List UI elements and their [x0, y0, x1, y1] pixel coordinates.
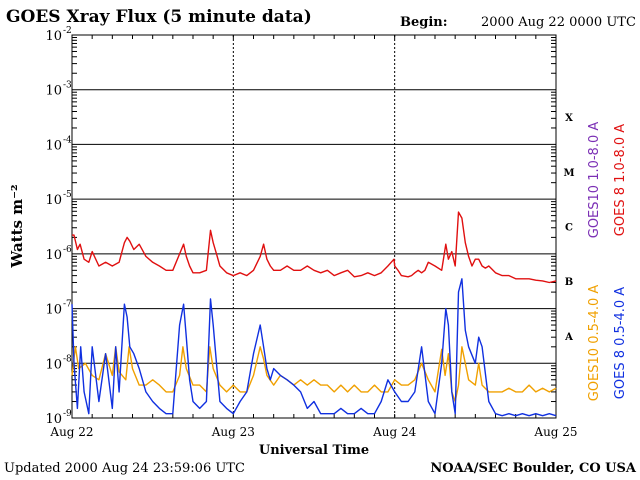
y-tick-base: 10 [45, 248, 62, 263]
y-tick-label: 10 -7 [45, 300, 72, 318]
begin-label: Begin: [400, 15, 448, 30]
legend-entry: GOES10 1.0-8.0 A [587, 122, 602, 239]
y-tick-exponent: -4 [63, 135, 72, 145]
chart-title: GOES Xray Flux (5 minute data) [6, 7, 312, 27]
y-tick-exponent: -7 [63, 300, 72, 310]
y-tick-label: 10 -8 [45, 354, 72, 372]
series-group [71, 211, 557, 417]
x-axis-label: Universal Time [259, 443, 369, 458]
flare-class-label: B [565, 277, 573, 288]
legend-entry: GOES10 0.5-4.0 A [587, 285, 602, 402]
x-tick-label: Aug 23 [211, 425, 255, 439]
y-tick-label: 10 -6 [45, 245, 72, 263]
y-tick-exponent: -3 [63, 81, 72, 91]
grid-lines [72, 35, 556, 418]
y-tick-base: 10 [45, 357, 62, 372]
y-tick-label: 10 -3 [45, 81, 72, 99]
y-tick-label: 10 -4 [45, 135, 72, 153]
y-tick-label: 10 -9 [45, 409, 72, 427]
flare-class-label: M [563, 168, 574, 179]
x-tick-label: Aug 22 [49, 425, 93, 439]
flare-class-label: X [565, 113, 573, 124]
y-tick-base: 10 [45, 84, 62, 99]
y-tick-label: 10 -5 [45, 190, 72, 208]
x-tick-labels: Aug 22 Aug 23 Aug 24 Aug 25 [49, 425, 577, 439]
y-tick-base: 10 [45, 193, 62, 208]
y-tick-base: 10 [45, 29, 62, 44]
updated-stamp: Updated 2000 Aug 24 23:59:06 UTC [4, 461, 245, 476]
flare-class-labels: X M C B A [563, 113, 574, 343]
y-tick-exponent: -2 [63, 26, 72, 36]
begin-value: 2000 Aug 22 0000 UTC [481, 15, 636, 30]
y-tick-labels: 10-210-310-410-510-610-710-810-9 [45, 26, 72, 427]
series-line [71, 346, 557, 403]
flare-class-label: A [564, 332, 573, 343]
y-tick-label: 10 -2 [45, 26, 71, 44]
x-tick-label: Aug 24 [372, 425, 417, 439]
y-tick-exponent: -5 [63, 190, 72, 200]
legend-entry: GOES 8 1.0-8.0 A [613, 124, 628, 236]
y-tick-base: 10 [45, 303, 62, 318]
y-tick-base: 10 [45, 412, 62, 427]
flare-class-label: C [565, 223, 573, 234]
y-tick-exponent: -6 [63, 245, 72, 255]
y-tick-base: 10 [45, 138, 62, 153]
series-line [72, 211, 557, 284]
minor-ticks [71, 35, 557, 418]
y-tick-exponent: -9 [63, 409, 72, 419]
credit: NOAA/SEC Boulder, CO USA [430, 461, 637, 476]
y-tick-exponent: -8 [63, 354, 72, 364]
legend-entry: GOES 8 0.5-4.0 A [613, 287, 628, 399]
x-tick-label: Aug 25 [533, 425, 577, 439]
legend: GOES10 1.0-8.0 A GOES 8 1.0-8.0 A GOES10 0… [587, 122, 628, 402]
series-line [71, 278, 557, 417]
y-axis-label: Watts m⁻² [8, 184, 26, 268]
